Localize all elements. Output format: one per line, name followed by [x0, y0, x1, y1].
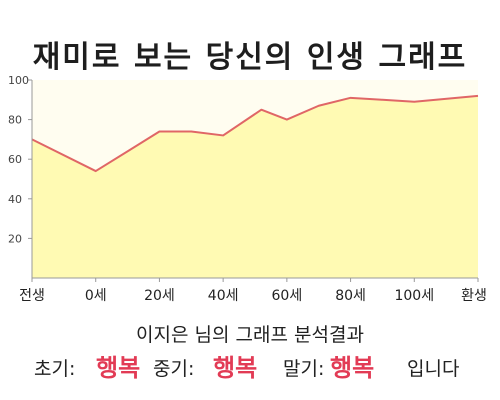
y-tick-label: 20 — [8, 232, 22, 245]
x-tick-label: 환생 — [461, 288, 487, 304]
x-tick-label: 0세 — [85, 288, 107, 304]
middle-label: 중기: — [153, 358, 195, 380]
x-tick-label: 20세 — [144, 288, 175, 304]
y-tick-label: 100 — [8, 74, 29, 87]
x-tick-label: 60세 — [272, 288, 303, 304]
x-tick-label: 100세 — [394, 288, 434, 304]
area-fill — [32, 95, 478, 278]
late-label: 말기: — [283, 358, 325, 380]
y-tick-label: 80 — [8, 114, 22, 127]
x-tick-label: 40세 — [208, 288, 239, 304]
life-graph-chart: 20 40 60 80 100 전생 0세 20세 40세 60세 80세 100세 환생 — [8, 74, 487, 304]
early-value: 행복 — [96, 354, 141, 382]
life-line — [31, 94, 479, 173]
x-tick-label: 전생 — [19, 288, 45, 304]
analysis-result: 초기: 행복 중기: 행복 말기: 행복 입니다 — [0, 346, 500, 382]
early-label: 초기: — [34, 358, 76, 380]
analysis-caption: 이지은 님의 그래프 분석결과 — [136, 324, 364, 346]
x-tick-label: 80세 — [335, 288, 366, 304]
middle-value: 행복 — [213, 354, 258, 382]
chart-title: 재미로 보는 당신의 인생 그래프 — [32, 40, 468, 75]
y-tick-label: 60 — [8, 153, 22, 166]
y-tick-label: 40 — [8, 193, 22, 206]
late-value: 행복 — [330, 354, 375, 382]
ending-text: 입니다 — [407, 358, 460, 380]
